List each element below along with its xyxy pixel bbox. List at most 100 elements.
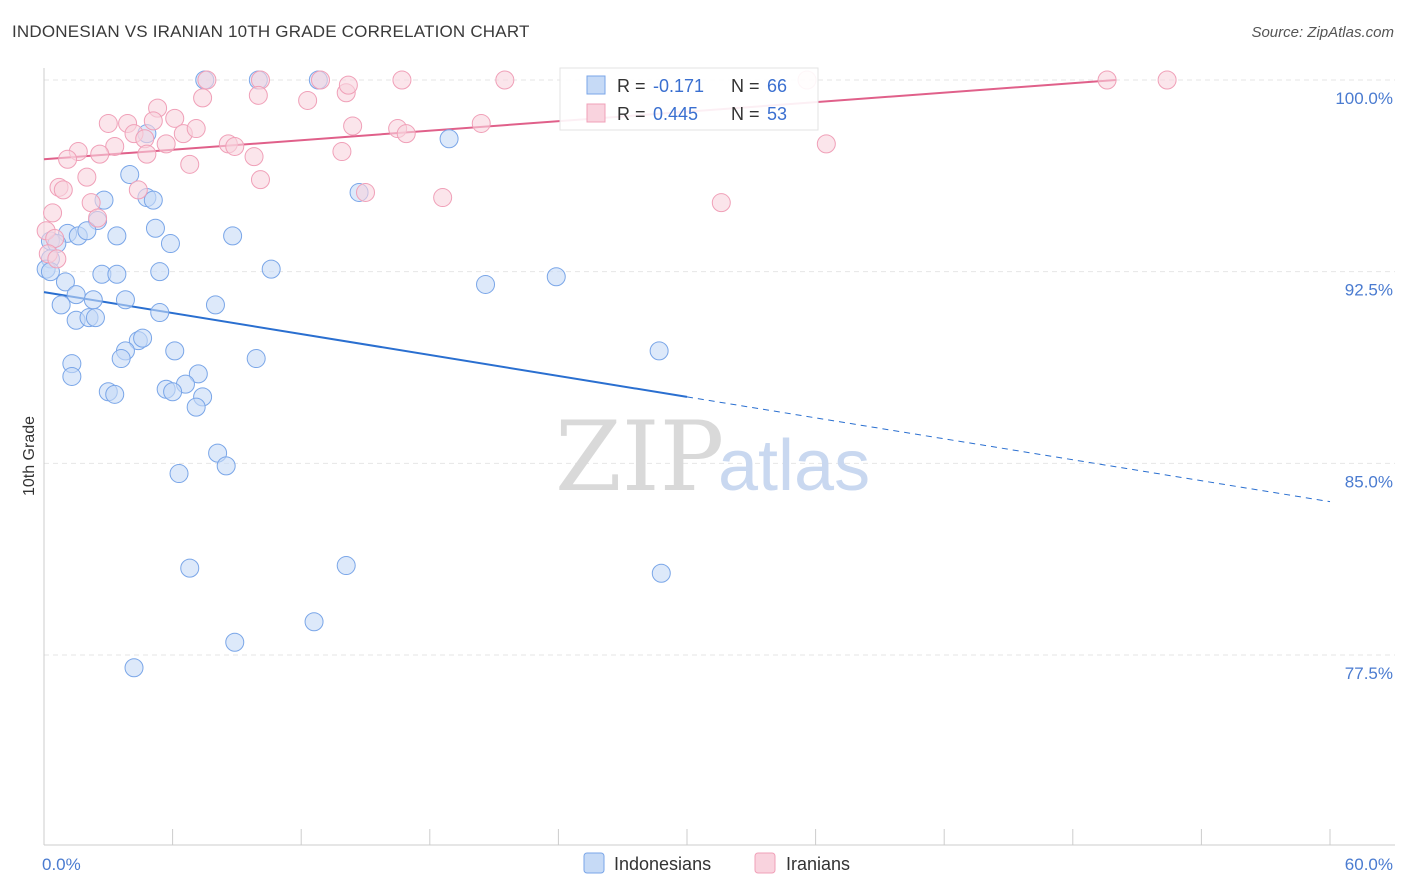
iranian-point	[186, 119, 206, 139]
x-tick-label-end: 60.0%	[1345, 855, 1393, 874]
indonesian-point	[111, 349, 131, 369]
indonesian-point	[55, 272, 75, 292]
indonesian-point	[304, 612, 324, 632]
iranian-point	[143, 111, 163, 131]
iranian-point	[53, 180, 73, 200]
indonesian-point	[188, 364, 208, 384]
iranian-point	[711, 193, 731, 213]
iranian-point	[338, 75, 358, 95]
indonesian-point	[216, 456, 236, 476]
legend-swatch-iranians	[586, 103, 606, 123]
iranian-point	[180, 154, 200, 174]
indonesian-point	[165, 341, 185, 361]
indonesian-point	[145, 218, 165, 238]
indonesian-point	[105, 384, 125, 404]
indonesian-point	[261, 259, 281, 279]
indonesian-point	[77, 221, 97, 241]
indonesian-point	[160, 234, 180, 254]
iranian-point	[298, 90, 318, 110]
y-tick-label: 85.0%	[1345, 472, 1393, 491]
legend: R = -0.171 N = 66 R = 0.445 N = 53	[559, 67, 819, 131]
indonesian-point	[150, 262, 170, 282]
iranian-point	[1097, 70, 1117, 90]
y-tick-label: 92.5%	[1345, 281, 1393, 300]
indonesian-point	[476, 274, 496, 294]
legend-n-value-1: 66	[767, 76, 787, 96]
watermark: ZIP atlas	[555, 401, 870, 513]
indonesian-point	[83, 290, 103, 310]
legend-r-label-1: R =	[617, 76, 646, 96]
indonesian-point	[107, 264, 127, 284]
indonesian-point	[163, 382, 183, 402]
iranian-point	[332, 142, 352, 162]
indonesian-point	[133, 328, 153, 348]
iranian-point	[495, 70, 515, 90]
iranian-point	[77, 167, 97, 187]
iranian-point	[1157, 70, 1177, 90]
iranian-point	[816, 134, 836, 154]
indonesian-point	[169, 464, 189, 484]
indonesian-point	[150, 303, 170, 323]
iranian-point	[250, 170, 270, 190]
legend-n-label-1: N =	[731, 76, 760, 96]
iranian-point	[225, 136, 245, 156]
indonesian-point	[143, 190, 163, 210]
bottom-legend-swatch-indonesians	[583, 852, 605, 874]
bottom-legend-indonesians: Indonesians	[614, 854, 711, 874]
bottom-legend-swatch-iranians	[754, 852, 776, 874]
chart-title: INDONESIAN VS IRANIAN 10TH GRADE CORRELA…	[12, 22, 530, 41]
iranian-point	[165, 108, 185, 128]
indonesian-point	[186, 397, 206, 417]
indonesian-point	[62, 366, 82, 386]
iranian-point	[193, 88, 213, 108]
legend-r-value-2: 0.445	[653, 104, 698, 124]
indonesian-point	[223, 226, 243, 246]
indonesian-trend-line-extension	[686, 396, 1331, 503]
data-points	[36, 70, 1177, 678]
iranian-point	[156, 134, 176, 154]
indonesian-point	[115, 290, 135, 310]
iranian-point	[392, 70, 412, 90]
indonesian-point	[205, 295, 225, 315]
legend-n-label-2: N =	[731, 104, 760, 124]
iranian-point	[58, 149, 78, 169]
source-label: Source: ZipAtlas.com	[1251, 24, 1394, 41]
iranian-point	[197, 70, 217, 90]
bottom-legend-iranians: Iranians	[786, 854, 850, 874]
iranian-point	[310, 70, 330, 90]
indonesian-point	[649, 341, 669, 361]
indonesian-point	[336, 556, 356, 576]
indonesian-point	[225, 632, 245, 652]
indonesian-point	[85, 308, 105, 328]
indonesian-point	[120, 165, 140, 185]
iranian-point	[471, 113, 491, 133]
iranian-point	[128, 180, 148, 200]
iranian-point	[88, 208, 108, 228]
grid-lines	[44, 79, 1395, 656]
iranian-point	[105, 136, 125, 156]
iranian-point	[244, 147, 264, 167]
iranian-point	[248, 85, 268, 105]
iranian-point	[343, 116, 363, 136]
y-tick-label: 77.5%	[1345, 664, 1393, 683]
indonesian-point	[66, 285, 86, 305]
iranian-point	[356, 182, 375, 202]
indonesian-point	[107, 226, 127, 246]
iranian-point	[90, 144, 110, 164]
indonesian-point	[651, 563, 671, 583]
y-axis-label: 10th Grade	[21, 416, 38, 496]
indonesian-point	[51, 295, 71, 315]
iranian-point	[396, 124, 416, 144]
iranian-point	[98, 113, 118, 133]
y-tick-label: 100.0%	[1335, 89, 1393, 108]
watermark-zip: ZIP	[555, 401, 724, 513]
legend-n-value-2: 53	[767, 104, 787, 124]
x-tick-labels: 0.0% 60.0%	[42, 855, 1393, 874]
legend-r-value-1: -0.171	[653, 76, 704, 96]
iranian-point	[43, 203, 63, 223]
watermark-atlas: atlas	[718, 426, 870, 506]
indonesian-point	[546, 267, 566, 287]
iranian-point	[433, 188, 453, 208]
indonesian-point	[180, 558, 200, 578]
